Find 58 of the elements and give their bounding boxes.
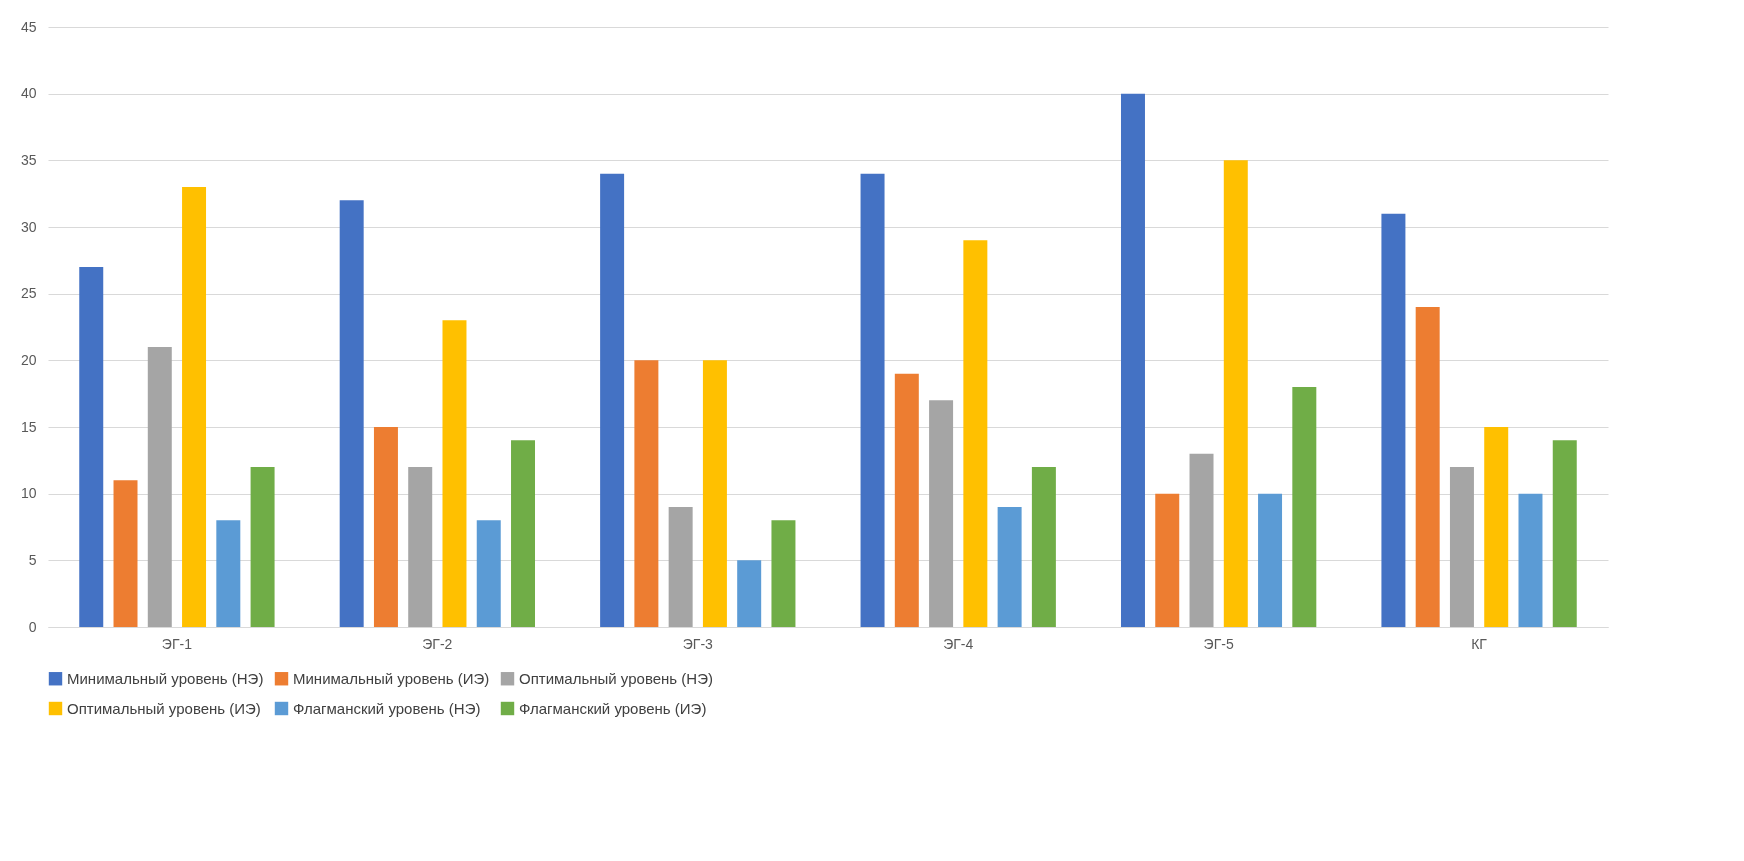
x-tick-label: ЭГ-2 bbox=[422, 635, 453, 652]
bar bbox=[408, 467, 433, 627]
y-tick-label: 35 bbox=[20, 151, 37, 168]
bar bbox=[1552, 440, 1577, 627]
bar bbox=[339, 200, 364, 627]
bar bbox=[1155, 493, 1180, 627]
y-tick-label: 40 bbox=[20, 85, 37, 102]
bar bbox=[216, 520, 241, 627]
bar bbox=[1484, 427, 1509, 627]
legend-label: Оптимальный уровень (НЭ) bbox=[519, 669, 713, 687]
y-tick-label: 0 bbox=[28, 618, 37, 635]
bar bbox=[1258, 493, 1283, 627]
legend-label: Флагманский уровень (ИЭ) bbox=[519, 699, 707, 717]
bar bbox=[1449, 467, 1474, 627]
x-tick-label: ЭГ-5 bbox=[1203, 635, 1234, 652]
bar bbox=[702, 360, 727, 627]
y-tick-label: 5 bbox=[28, 551, 37, 568]
bar bbox=[1415, 307, 1440, 627]
y-tick-label: 20 bbox=[20, 351, 37, 368]
y-tick-label: 45 bbox=[20, 18, 37, 35]
bar bbox=[511, 440, 536, 627]
bar bbox=[771, 520, 796, 627]
bar bbox=[442, 320, 467, 627]
y-tick-label: 15 bbox=[20, 418, 37, 435]
bar bbox=[894, 373, 919, 627]
bar bbox=[79, 267, 104, 627]
bar bbox=[476, 520, 501, 627]
bar bbox=[113, 480, 138, 627]
y-tick-label: 25 bbox=[20, 285, 37, 302]
bar bbox=[1518, 493, 1543, 627]
bar bbox=[373, 427, 398, 627]
x-tick-label: КГ bbox=[1471, 635, 1488, 652]
bar bbox=[1120, 93, 1145, 627]
bar bbox=[1189, 453, 1214, 627]
bar bbox=[860, 173, 885, 627]
bar bbox=[963, 240, 988, 627]
legend-label: Оптимальный уровень (ИЭ) bbox=[67, 699, 261, 717]
bar bbox=[1381, 213, 1406, 627]
bar bbox=[634, 360, 659, 627]
bar bbox=[147, 347, 172, 627]
x-tick-label: ЭГ-3 bbox=[682, 635, 714, 652]
y-tick-label: 30 bbox=[20, 218, 37, 235]
bar bbox=[182, 187, 207, 627]
bar bbox=[1031, 467, 1056, 627]
bar bbox=[1223, 160, 1248, 627]
bar bbox=[737, 560, 762, 627]
bar bbox=[250, 467, 275, 627]
bar bbox=[1292, 387, 1317, 627]
legend-label: Минимальный уровень (ИЭ) bbox=[293, 669, 490, 687]
bar bbox=[929, 400, 954, 627]
legend-label: Минимальный уровень (НЭ) bbox=[67, 669, 264, 687]
bar bbox=[600, 173, 625, 627]
x-tick-label: ЭГ-4 bbox=[943, 635, 974, 652]
y-tick-label: 10 bbox=[20, 485, 37, 502]
bar bbox=[997, 507, 1022, 627]
bar bbox=[668, 507, 693, 627]
x-tick-label: ЭГ-1 bbox=[161, 635, 193, 652]
legend-label: Флагманский уровень (НЭ) bbox=[293, 699, 481, 717]
